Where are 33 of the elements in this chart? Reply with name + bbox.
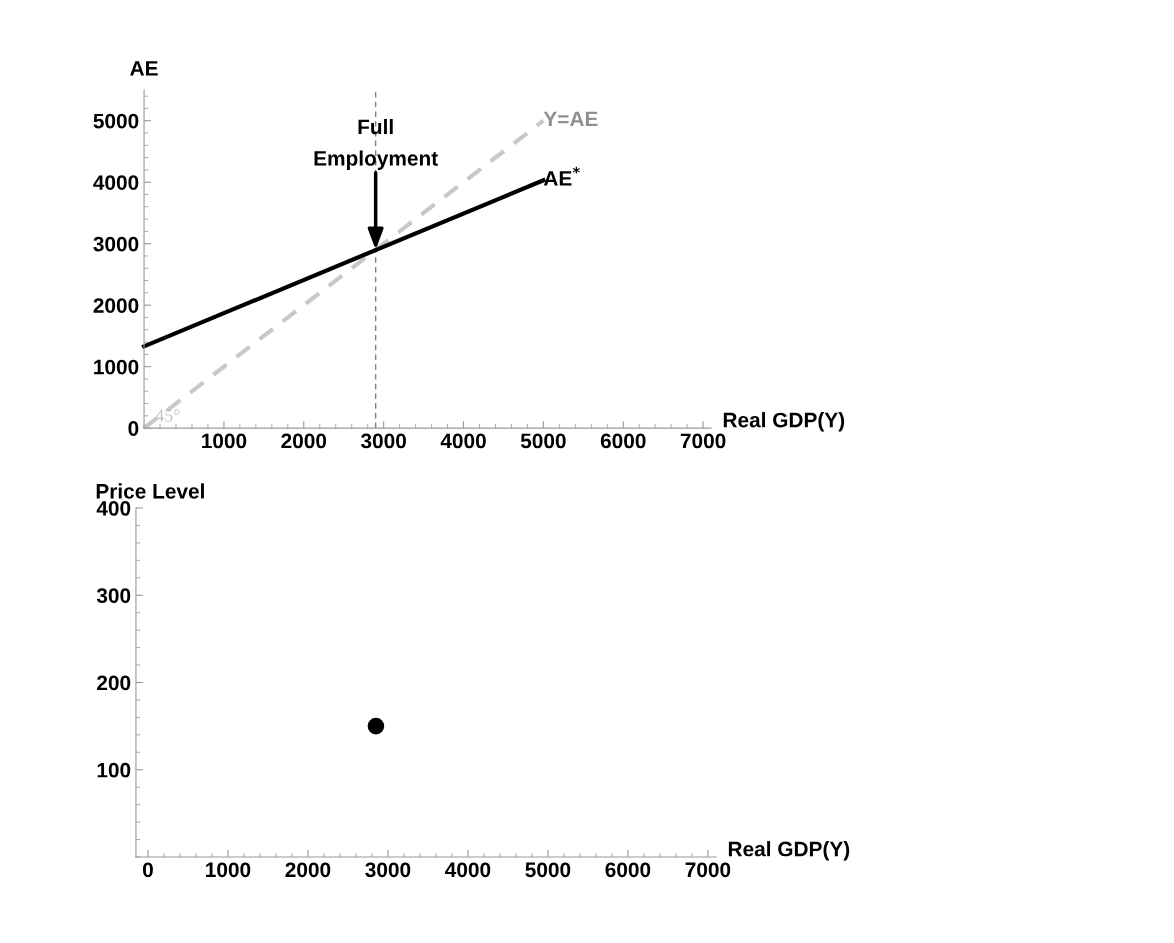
x-tick-label: 1000 (206, 862, 251, 878)
annotation: Full Employment (314, 118, 438, 170)
y-tick-label: 3000 (93, 236, 139, 252)
x-tick-label: 1000 (202, 433, 247, 449)
x-tick-label: 5000 (525, 862, 571, 878)
x-tick-label: 3000 (365, 862, 411, 878)
y-tick-label: 100 (97, 762, 131, 778)
x-tick-label: 7000 (685, 862, 731, 878)
y-tick-label: 1000 (94, 359, 139, 375)
x-tick-label: 3000 (360, 433, 406, 449)
y-tick-label: 4000 (93, 175, 139, 190)
x-tick-label: 2000 (281, 433, 327, 449)
x-tick-label: 7000 (680, 433, 726, 449)
series-label: AE$^{*}$ (543, 166, 580, 186)
x-tick-label: 0 (142, 862, 153, 878)
annotation: 45° (155, 409, 180, 422)
y-tick-label: 0 (128, 421, 139, 436)
y-axis-title: AE (130, 61, 158, 76)
x-axis-title: Real GDP(Y) (728, 841, 850, 861)
y-tick-label: 5000 (93, 113, 139, 129)
series-label: Y=AE (543, 111, 598, 127)
x-tick-label: 6000 (600, 433, 646, 449)
x-axis-title: Real GDP(Y) (723, 412, 845, 432)
y-tick-label: 400 (96, 501, 131, 516)
x-tick-label: 2000 (285, 862, 331, 878)
x-tick-label: 6000 (605, 862, 651, 878)
y-axis-title: Price Level (96, 483, 204, 499)
y-tick-label: 200 (97, 675, 131, 691)
x-tick-label: 4000 (440, 433, 486, 449)
x-tick-label: 4000 (445, 862, 491, 878)
y-tick-label: 2000 (93, 298, 139, 313)
x-tick-label: 5000 (520, 433, 566, 449)
y-tick-label: 300 (96, 588, 131, 604)
